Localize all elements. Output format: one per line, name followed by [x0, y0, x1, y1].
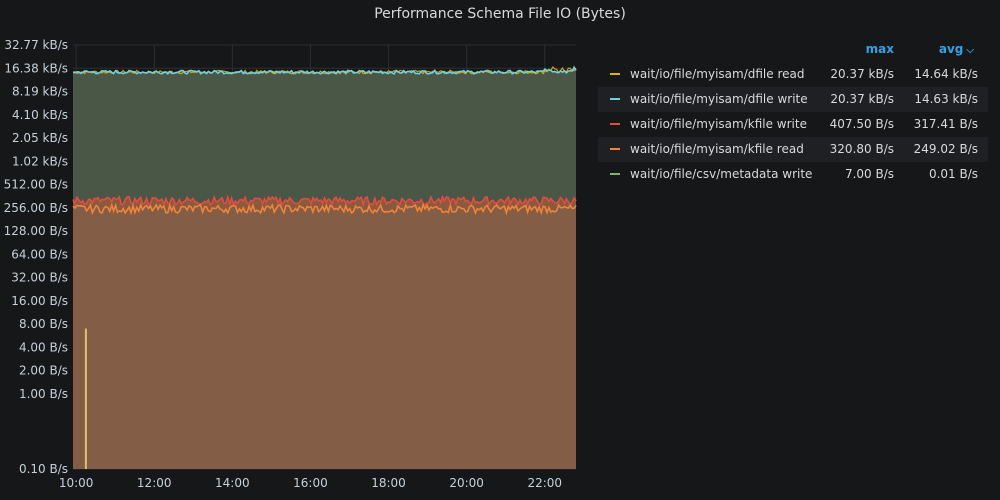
legend-avg-label: avg [938, 42, 964, 56]
y-tick-label: 8.00 B/s [19, 317, 68, 331]
kfile-read-line [72, 202, 577, 216]
legend-max-value: 407.50 B/s [829, 117, 894, 131]
legend-series-name[interactable]: wait/io/file/myisam/dfile read [630, 67, 805, 81]
legend-row[interactable]: wait/io/file/csv/metadata write 7.00 B/s… [598, 162, 988, 187]
series-swatch [610, 98, 620, 100]
series-swatch [610, 123, 620, 125]
chevron-down-icon: ⌵ [966, 45, 974, 56]
legend-avg-value: 317.41 B/s [913, 117, 978, 131]
x-tick-label: 16:00 [293, 476, 328, 490]
series-swatch [610, 173, 620, 175]
y-tick-label: 4.10 kB/s [12, 108, 68, 122]
legend-header: max avg ⌵ [598, 38, 988, 62]
y-tick-label: 16.00 B/s [11, 294, 68, 308]
y-tick-label: 256.00 B/s [4, 201, 68, 215]
legend-series-name[interactable]: wait/io/file/csv/metadata write [630, 167, 813, 181]
y-tick-label: 16.38 kB/s [4, 61, 68, 75]
legend-max-value: 7.00 B/s [844, 167, 894, 181]
y-tick-label: 128.00 B/s [4, 224, 68, 238]
io-chart: 32.77 kB/s 16.38 kB/s 8.19 kB/s 4.10 kB/s 2.… [4, 38, 577, 490]
chart-lines [72, 65, 577, 469]
legend-avg-value: 14.64 kB/s [914, 67, 978, 81]
y-tick-label: 32.77 kB/s [4, 38, 68, 52]
legend-row[interactable]: wait/io/file/myisam/dfile write 20.37 kB… [598, 87, 988, 112]
y-tick-label: 2.05 kB/s [12, 131, 68, 145]
dfile-write-line [73, 65, 577, 75]
legend-max-value: 320.80 B/s [829, 142, 894, 156]
y-tick-label: 64.00 B/s [11, 247, 68, 261]
legend-avg-value: 249.02 B/s [913, 142, 978, 156]
legend-max-value: 20.37 kB/s [830, 92, 894, 106]
legend: max avg ⌵ wait/io/file/myisam/dfile read … [598, 38, 988, 187]
legend-avg-value: 0.01 B/s [928, 167, 978, 181]
y-tick-label: 2.00 B/s [19, 364, 68, 378]
y-tick-label: 0.10 B/s [19, 462, 68, 476]
x-tick-label: 12:00 [137, 476, 172, 490]
legend-row[interactable]: wait/io/file/myisam/kfile read 320.80 B/… [598, 137, 988, 162]
series-swatch [610, 73, 620, 75]
legend-avg-header[interactable]: avg ⌵ [939, 42, 974, 56]
x-tick-label: 20:00 [449, 476, 484, 490]
x-axis: 10:00 12:00 14:00 16:00 18:00 20:00 22:00 [59, 476, 562, 490]
y-tick-label: 1.00 B/s [19, 387, 68, 401]
y-tick-label: 8.19 kB/s [12, 85, 68, 99]
legend-series-name[interactable]: wait/io/file/myisam/kfile read [630, 142, 804, 156]
x-tick-label: 18:00 [371, 476, 406, 490]
y-tick-label: 1.02 kB/s [12, 154, 68, 168]
legend-row[interactable]: wait/io/file/myisam/kfile write 407.50 B… [598, 112, 988, 137]
legend-series-name[interactable]: wait/io/file/myisam/dfile write [630, 92, 808, 106]
kfile-write-line [72, 194, 577, 208]
y-axis: 32.77 kB/s 16.38 kB/s 8.19 kB/s 4.10 kB/s 2.… [4, 38, 68, 476]
legend-max-value: 20.37 kB/s [830, 67, 894, 81]
y-tick-label: 32.00 B/s [11, 271, 68, 285]
legend-avg-value: 14.63 kB/s [914, 92, 978, 106]
kfile-read-area [73, 204, 576, 469]
legend-row[interactable]: wait/io/file/myisam/dfile read 20.37 kB/… [598, 62, 988, 87]
panel-title: Performance Schema File IO (Bytes) [374, 6, 626, 22]
x-tick-label: 10:00 [59, 476, 94, 490]
chart-areas [73, 67, 576, 470]
legend-series-name[interactable]: wait/io/file/myisam/kfile write [630, 117, 807, 131]
series-swatch [610, 148, 620, 150]
legend-max-header[interactable]: max [865, 42, 894, 56]
y-tick-label: 4.00 B/s [19, 340, 68, 354]
x-tick-label: 22:00 [527, 476, 562, 490]
y-tick-label: 512.00 B/s [4, 178, 68, 192]
x-tick-label: 14:00 [215, 476, 250, 490]
